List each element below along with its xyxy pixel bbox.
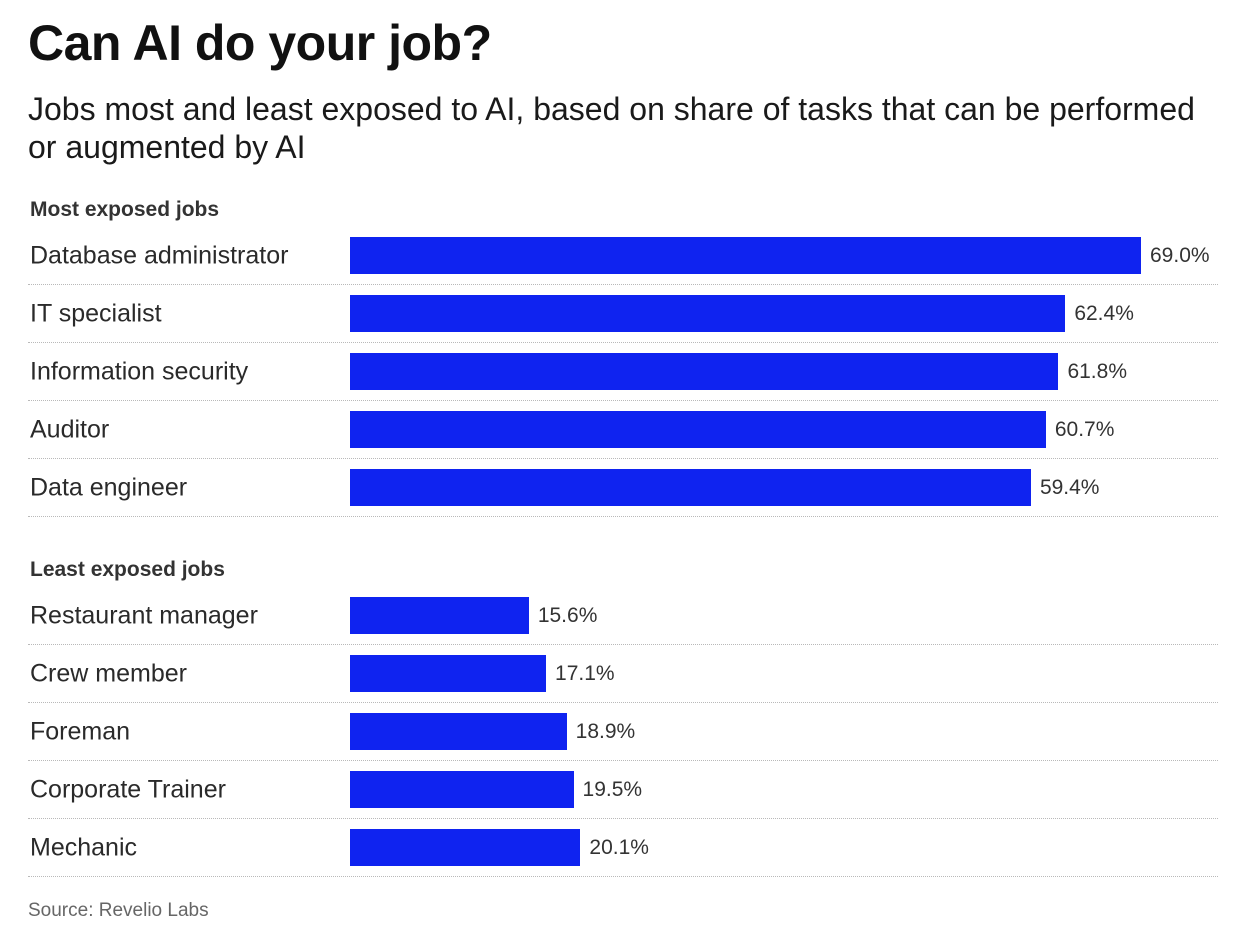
row-divider [28,400,1218,401]
row-divider [28,876,1218,877]
row-divider [28,342,1218,343]
category-label: IT specialist [30,299,162,328]
value-label: 60.7% [1054,418,1115,441]
bar [350,411,1046,448]
category-label: Database administrator [30,241,289,270]
bar [350,597,529,634]
category-label: Restaurant manager [30,601,258,630]
bar [350,655,547,692]
value-label: 17.1% [555,662,615,685]
category-label: Data engineer [30,473,188,502]
bar-row: Auditor 60.7% [28,401,1218,459]
row-divider [28,702,1218,703]
value-label: 69.0% [1150,244,1210,267]
section-label-least-exposed: Least exposed jobs [30,558,225,581]
bar [350,295,1066,332]
category-label: Crew member [30,659,187,688]
source-note: Source: Revelio Labs [28,900,209,921]
bar [350,469,1031,506]
bar-row: Restaurant manager 15.6% [28,587,1218,645]
chart-subtitle: Jobs most and least exposed to AI, based… [28,91,1195,165]
bar-row: Database administrator 69.0% [28,227,1218,285]
bar-row: Information security 61.8% [28,343,1218,401]
category-label: Mechanic [30,833,137,862]
value-label: 15.6% [537,604,598,627]
bar [350,237,1141,274]
category-label: Information security [30,357,249,386]
category-label: Corporate Trainer [30,775,226,804]
chart-title: Can AI do your job? [28,15,492,71]
bar-row: Mechanic 20.1% [28,819,1218,877]
category-label: Foreman [30,717,131,746]
bar [350,829,581,866]
bar-row: Crew member 17.1% [28,645,1218,703]
value-label: 61.8% [1067,360,1127,383]
value-label: 20.1% [589,836,649,859]
section-label-most-exposed: Most exposed jobs [30,198,220,221]
row-divider [28,458,1218,459]
row-divider [28,284,1218,285]
bar [350,771,574,808]
bar-row: Corporate Trainer 19.5% [28,761,1218,819]
value-label: 19.5% [582,778,643,801]
bar [350,713,567,750]
value-label: 59.4% [1039,476,1100,499]
bar-row: Data engineer 59.4% [28,459,1218,517]
bar [350,353,1059,390]
row-divider [28,818,1218,819]
category-label: Auditor [30,415,110,444]
row-divider [28,644,1218,645]
row-divider [28,760,1218,761]
row-divider [28,516,1218,517]
value-label: 62.4% [1074,302,1134,325]
value-label: 18.9% [575,720,636,743]
bar-row: IT specialist 62.4% [28,285,1218,343]
bar-row: Foreman 18.9% [28,703,1218,761]
